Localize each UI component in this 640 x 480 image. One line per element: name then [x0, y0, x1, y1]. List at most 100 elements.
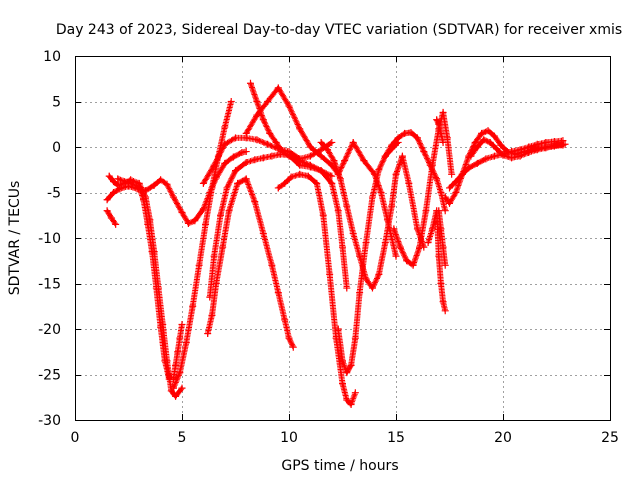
data-point: [169, 193, 177, 201]
data-point: [112, 220, 120, 228]
y-tick-label: -30: [38, 413, 61, 429]
data-point: [296, 125, 304, 133]
data-point: [484, 127, 492, 135]
data-point: [493, 145, 501, 153]
data-point: [360, 157, 368, 165]
data-point: [371, 170, 379, 178]
data-point: [356, 289, 364, 297]
data-point: [480, 136, 488, 144]
data-point: [356, 252, 364, 260]
series-arc3: [114, 175, 173, 383]
data-point: [285, 148, 293, 156]
data-point: [381, 239, 389, 247]
data-point: [272, 138, 280, 146]
data-point: [152, 284, 160, 292]
data-point: [178, 320, 186, 328]
data-point: [392, 170, 400, 178]
data-point: [259, 154, 267, 162]
data-point: [259, 116, 267, 124]
data-point: [368, 284, 376, 292]
data-point: [304, 172, 312, 180]
data-point: [110, 178, 118, 186]
data-point: [253, 136, 261, 144]
data-point: [388, 202, 396, 210]
series-arc13: [246, 79, 336, 180]
data-point: [467, 152, 475, 160]
data-point: [347, 401, 355, 409]
data-point: [328, 179, 336, 187]
data-point: [437, 189, 445, 196]
data-point: [317, 146, 325, 154]
data-point: [296, 170, 304, 178]
data-point: [217, 211, 225, 219]
data-point: [221, 159, 229, 167]
data-point: [144, 220, 152, 228]
data-point: [471, 138, 479, 146]
y-tick-label: 10: [43, 49, 61, 65]
data-point: [208, 311, 216, 319]
y-tick-label: -20: [38, 322, 61, 338]
data-point: [341, 157, 349, 165]
data-point: [349, 229, 357, 237]
data-point: [210, 161, 218, 169]
data-point: [339, 243, 346, 251]
data-point: [184, 219, 192, 227]
data-point: [285, 334, 293, 342]
data-point: [409, 261, 417, 269]
data-point: [413, 134, 421, 142]
axis-ticks: [75, 56, 611, 421]
data-point: [452, 189, 460, 196]
data-point: [559, 141, 567, 149]
chart-title: Day 243 of 2023, Sidereal Day-to-day VTE…: [56, 22, 622, 38]
data-point: [206, 293, 214, 301]
data-point: [242, 148, 250, 156]
data-point: [264, 140, 272, 148]
data-point: [163, 180, 171, 188]
y-tick-label: -5: [47, 186, 61, 202]
data-point: [420, 148, 428, 156]
data-point: [274, 145, 282, 153]
data-points: [103, 79, 569, 409]
data-point: [259, 229, 267, 237]
series-path: [114, 175, 172, 381]
data-point: [253, 111, 261, 119]
data-point: [347, 361, 355, 369]
data-point: [403, 257, 411, 265]
data-point: [439, 138, 447, 146]
data-point: [443, 134, 451, 142]
data-point: [339, 380, 346, 388]
data-point: [191, 217, 199, 225]
data-point: [362, 239, 370, 247]
x-tick-label: 5: [178, 430, 187, 446]
data-point: [473, 159, 481, 167]
data-point: [229, 153, 237, 161]
data-point: [452, 178, 460, 186]
data-point: [313, 179, 321, 187]
series-path: [204, 175, 296, 349]
data-point: [232, 134, 239, 142]
series-arc6: [169, 98, 235, 392]
data-point: [490, 132, 498, 140]
grid: [75, 56, 610, 420]
data-point: [232, 167, 239, 175]
data-point: [139, 196, 147, 204]
data-point: [401, 129, 409, 137]
data-point: [210, 252, 218, 260]
data-point: [439, 243, 447, 251]
series-path: [247, 80, 334, 179]
series-arc17: [424, 207, 449, 315]
data-point: [227, 98, 235, 105]
data-point: [441, 193, 449, 201]
data-point: [433, 116, 441, 124]
data-point: [172, 392, 180, 400]
data-point: [473, 143, 481, 151]
data-point: [306, 152, 314, 160]
series-arc1: [103, 148, 250, 227]
x-tick-label: 25: [601, 430, 619, 446]
data-point: [281, 179, 289, 187]
data-point: [439, 108, 447, 116]
data-point: [433, 175, 441, 183]
data-point: [437, 129, 445, 137]
data-point: [439, 298, 447, 306]
data-point: [441, 307, 449, 315]
